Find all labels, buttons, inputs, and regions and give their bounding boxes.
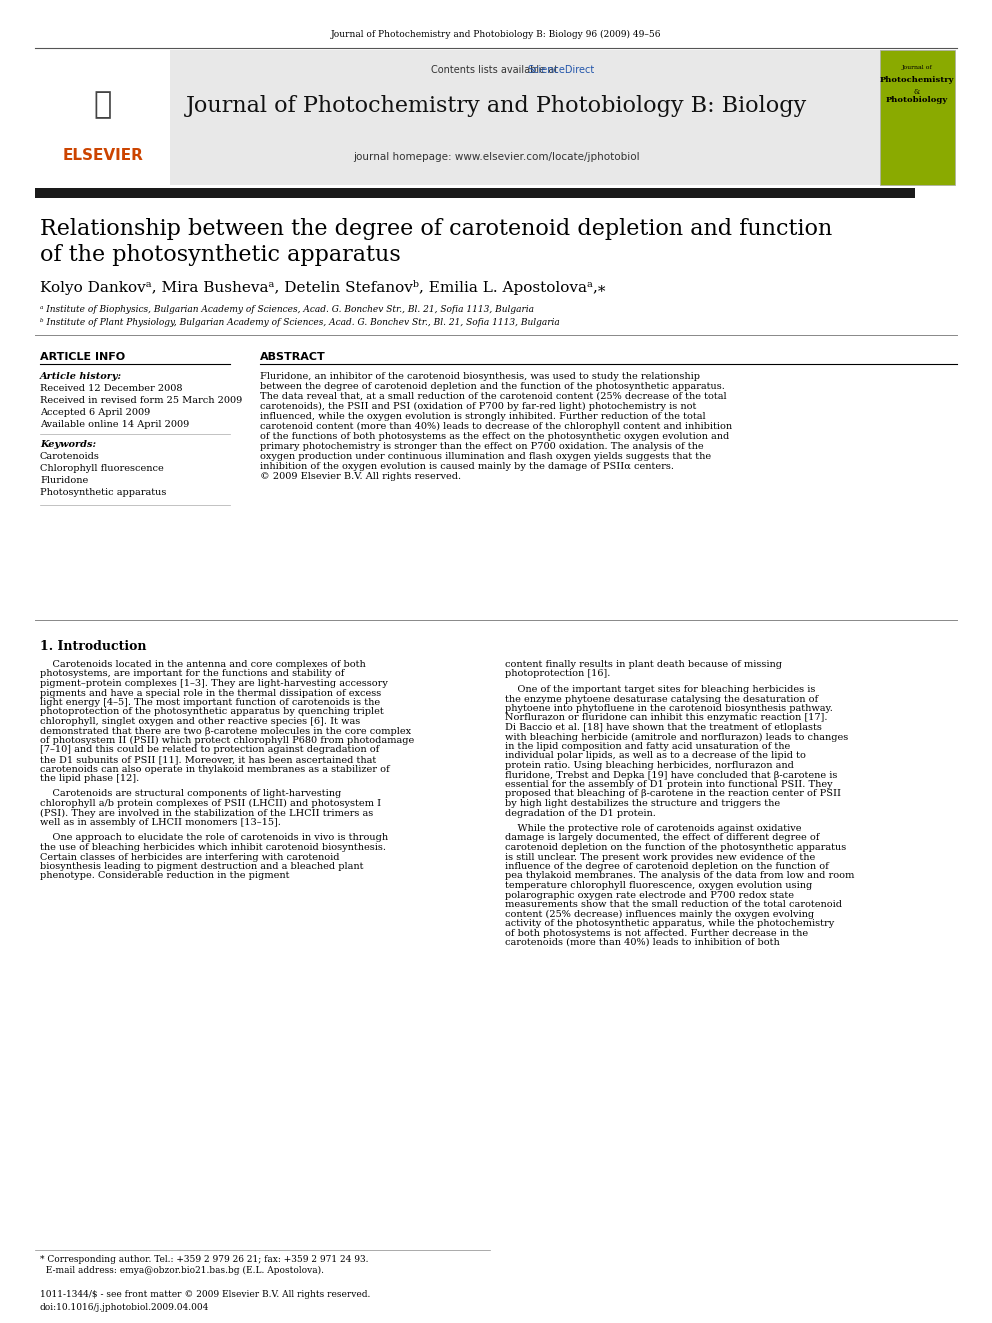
Text: biosynthesis leading to pigment destruction and a bleached plant: biosynthesis leading to pigment destruct… <box>40 863 363 871</box>
Text: degradation of the D1 protein.: degradation of the D1 protein. <box>505 808 656 818</box>
Text: oxygen production under continuous illumination and flash oxygen yields suggests: oxygen production under continuous illum… <box>260 452 711 460</box>
Text: of the photosynthetic apparatus: of the photosynthetic apparatus <box>40 243 401 266</box>
Text: demonstrated that there are two β-carotene molecules in the core complex: demonstrated that there are two β-carote… <box>40 726 411 736</box>
Text: essential for the assembly of D1 protein into functional PSII. They: essential for the assembly of D1 protein… <box>505 781 832 789</box>
Text: 🌳: 🌳 <box>94 90 112 119</box>
Text: Chlorophyll fluorescence: Chlorophyll fluorescence <box>40 464 164 474</box>
Text: proposed that bleaching of β-carotene in the reaction center of PSII: proposed that bleaching of β-carotene in… <box>505 790 841 799</box>
Text: fluridone, Trebst and Depka [19] have concluded that β-carotene is: fluridone, Trebst and Depka [19] have co… <box>505 770 837 779</box>
FancyBboxPatch shape <box>35 50 170 185</box>
Text: photoprotection of the photosynthetic apparatus by quenching triplet: photoprotection of the photosynthetic ap… <box>40 708 384 717</box>
FancyBboxPatch shape <box>880 50 955 185</box>
Text: Journal of Photochemistry and Photobiology B: Biology: Journal of Photochemistry and Photobiolo… <box>186 95 806 116</box>
Text: Certain classes of herbicides are interfering with carotenoid: Certain classes of herbicides are interf… <box>40 852 339 861</box>
Text: &: & <box>914 89 921 97</box>
Text: While the protective role of carotenoids against oxidative: While the protective role of carotenoids… <box>505 824 802 833</box>
Text: chlorophyll a/b protein complexes of PSII (LHCII) and photosystem I: chlorophyll a/b protein complexes of PSI… <box>40 799 381 808</box>
Text: the use of bleaching herbicides which inhibit carotenoid biosynthesis.: the use of bleaching herbicides which in… <box>40 843 386 852</box>
Text: Carotenoids are structural components of light-harvesting: Carotenoids are structural components of… <box>40 790 341 799</box>
Text: with bleaching herbicide (amitrole and norflurazon) leads to changes: with bleaching herbicide (amitrole and n… <box>505 733 848 742</box>
Text: Photosynthetic apparatus: Photosynthetic apparatus <box>40 488 167 497</box>
Text: measurements show that the small reduction of the total carotenoid: measurements show that the small reducti… <box>505 900 842 909</box>
Text: damage is largely documented, the effect of different degree of: damage is largely documented, the effect… <box>505 833 819 843</box>
Text: pigments and have a special role in the thermal dissipation of excess: pigments and have a special role in the … <box>40 688 381 697</box>
Text: content (25% decrease) influences mainly the oxygen evolving: content (25% decrease) influences mainly… <box>505 909 814 918</box>
Text: content finally results in plant death because of missing: content finally results in plant death b… <box>505 660 782 669</box>
Text: Accepted 6 April 2009: Accepted 6 April 2009 <box>40 407 150 417</box>
Text: the D1 subunits of PSII [11]. Moreover, it has been ascertained that: the D1 subunits of PSII [11]. Moreover, … <box>40 755 376 763</box>
Text: Contents lists available at: Contents lists available at <box>431 65 561 75</box>
Text: carotenoid content (more than 40%) leads to decrease of the chlorophyll content : carotenoid content (more than 40%) leads… <box>260 422 732 431</box>
Text: [7–10] and this could be related to protection against degradation of: [7–10] and this could be related to prot… <box>40 745 379 754</box>
Text: influence of the degree of carotenoid depletion on the function of: influence of the degree of carotenoid de… <box>505 863 828 871</box>
Text: One approach to elucidate the role of carotenoids in vivo is through: One approach to elucidate the role of ca… <box>40 833 388 843</box>
Text: between the degree of carotenoid depletion and the function of the photosyntheti: between the degree of carotenoid depleti… <box>260 382 725 392</box>
Text: of photosystem II (PSII) which protect chlorophyll P680 from photodamage: of photosystem II (PSII) which protect c… <box>40 736 415 745</box>
Text: carotenoid depletion on the function of the photosynthetic apparatus: carotenoid depletion on the function of … <box>505 843 846 852</box>
Text: Norflurazon or fluridone can inhibit this enzymatic reaction [17].: Norflurazon or fluridone can inhibit thi… <box>505 713 827 722</box>
Text: Photochemistry: Photochemistry <box>880 75 954 83</box>
Text: ᵃ Institute of Biophysics, Bulgarian Academy of Sciences, Acad. G. Bonchev Str.,: ᵃ Institute of Biophysics, Bulgarian Aca… <box>40 306 534 314</box>
Text: photosystems, are important for the functions and stability of: photosystems, are important for the func… <box>40 669 344 679</box>
Text: protein ratio. Using bleaching herbicides, norflurazon and: protein ratio. Using bleaching herbicide… <box>505 761 794 770</box>
Text: The data reveal that, at a small reduction of the carotenoid content (25% decrea: The data reveal that, at a small reducti… <box>260 392 726 401</box>
Text: Di Baccio et al. [18] have shown that the treatment of etloplasts: Di Baccio et al. [18] have shown that th… <box>505 722 822 732</box>
Text: Received in revised form 25 March 2009: Received in revised form 25 March 2009 <box>40 396 242 405</box>
Text: Journal of: Journal of <box>902 65 932 70</box>
Text: * Corresponding author. Tel.: +359 2 979 26 21; fax: +359 2 971 24 93.
  E-mail : * Corresponding author. Tel.: +359 2 979… <box>40 1256 368 1274</box>
Text: Carotenoids: Carotenoids <box>40 452 100 460</box>
Text: individual polar lipids, as well as to a decrease of the lipid to: individual polar lipids, as well as to a… <box>505 751 806 761</box>
Text: phytoene into phytofluene in the carotenoid biosynthesis pathway.: phytoene into phytofluene in the caroten… <box>505 704 833 713</box>
Text: the enzyme phytoene desaturase catalysing the desaturation of: the enzyme phytoene desaturase catalysin… <box>505 695 818 704</box>
Text: by high light destabilizes the structure and triggers the: by high light destabilizes the structure… <box>505 799 780 808</box>
Text: Relationship between the degree of carotenoid depletion and function: Relationship between the degree of carot… <box>40 218 832 239</box>
Text: One of the important target sites for bleaching herbicides is: One of the important target sites for bl… <box>505 685 815 695</box>
Text: © 2009 Elsevier B.V. All rights reserved.: © 2009 Elsevier B.V. All rights reserved… <box>260 472 461 482</box>
Text: Available online 14 April 2009: Available online 14 April 2009 <box>40 419 189 429</box>
Text: activity of the photosynthetic apparatus, while the photochemistry: activity of the photosynthetic apparatus… <box>505 919 834 927</box>
Text: ELSEVIER: ELSEVIER <box>62 148 144 163</box>
Text: Received 12 December 2008: Received 12 December 2008 <box>40 384 183 393</box>
FancyBboxPatch shape <box>35 50 915 185</box>
Text: 1. Introduction: 1. Introduction <box>40 640 147 654</box>
Text: temperature chlorophyll fluorescence, oxygen evolution using: temperature chlorophyll fluorescence, ox… <box>505 881 812 890</box>
Text: phenotype. Considerable reduction in the pigment: phenotype. Considerable reduction in the… <box>40 872 290 881</box>
Text: pea thylakoid membranes. The analysis of the data from low and room: pea thylakoid membranes. The analysis of… <box>505 872 854 881</box>
Text: carotenoids can also operate in thylakoid membranes as a stabilizer of: carotenoids can also operate in thylakoi… <box>40 765 390 774</box>
Text: journal homepage: www.elsevier.com/locate/jphotobiol: journal homepage: www.elsevier.com/locat… <box>353 152 639 161</box>
Text: Photobiology: Photobiology <box>886 97 948 105</box>
Text: carotenoids), the PSII and PSI (oxidation of P700 by far-red light) photochemist: carotenoids), the PSII and PSI (oxidatio… <box>260 402 696 411</box>
Text: Fluridone: Fluridone <box>40 476 88 486</box>
Text: in the lipid composition and fatty acid unsaturation of the: in the lipid composition and fatty acid … <box>505 742 791 751</box>
Text: the lipid phase [12].: the lipid phase [12]. <box>40 774 139 783</box>
Text: Fluridone, an inhibitor of the carotenoid biosynthesis, was used to study the re: Fluridone, an inhibitor of the carotenoi… <box>260 372 700 381</box>
Text: pigment–protein complexes [1–3]. They are light-harvesting accessory: pigment–protein complexes [1–3]. They ar… <box>40 679 388 688</box>
Text: Keywords:: Keywords: <box>40 441 96 448</box>
Text: polarographic oxygen rate electrode and P700 redox state: polarographic oxygen rate electrode and … <box>505 890 794 900</box>
Text: light energy [4–5]. The most important function of carotenoids is the: light energy [4–5]. The most important f… <box>40 699 380 706</box>
Text: Journal of Photochemistry and Photobiology B: Biology 96 (2009) 49–56: Journal of Photochemistry and Photobiolo… <box>330 30 662 40</box>
Text: carotenoids (more than 40%) leads to inhibition of both: carotenoids (more than 40%) leads to inh… <box>505 938 780 947</box>
Text: Article history:: Article history: <box>40 372 122 381</box>
Text: primary photochemistry is stronger than the effect on P700 oxidation. The analys: primary photochemistry is stronger than … <box>260 442 703 451</box>
Text: ᵇ Institute of Plant Physiology, Bulgarian Academy of Sciences, Acad. G. Bonchev: ᵇ Institute of Plant Physiology, Bulgari… <box>40 318 559 327</box>
Text: inhibition of the oxygen evolution is caused mainly by the damage of PSIIα cente: inhibition of the oxygen evolution is ca… <box>260 462 674 471</box>
Text: doi:10.1016/j.jphotobiol.2009.04.004: doi:10.1016/j.jphotobiol.2009.04.004 <box>40 1303 209 1312</box>
Text: influenced, while the oxygen evolution is strongly inhibited. Further reduction : influenced, while the oxygen evolution i… <box>260 411 705 421</box>
Text: (PSI). They are involved in the stabilization of the LHCII trimers as: (PSI). They are involved in the stabiliz… <box>40 808 373 818</box>
Text: ABSTRACT: ABSTRACT <box>260 352 325 363</box>
Text: of the functions of both photosystems as the effect on the photosynthetic oxygen: of the functions of both photosystems as… <box>260 433 729 441</box>
Text: ScienceDirect: ScienceDirect <box>527 65 594 75</box>
Text: 1011-1344/$ - see front matter © 2009 Elsevier B.V. All rights reserved.: 1011-1344/$ - see front matter © 2009 El… <box>40 1290 370 1299</box>
Text: is still unclear. The present work provides new evidence of the: is still unclear. The present work provi… <box>505 852 815 861</box>
Text: Kolyo Dankovᵃ, Mira Bushevaᵃ, Detelin Stefanovᵇ, Emilia L. Apostolovaᵃ,⁎: Kolyo Dankovᵃ, Mira Bushevaᵃ, Detelin St… <box>40 280 605 295</box>
Text: chlorophyll, singlet oxygen and other reactive species [6]. It was: chlorophyll, singlet oxygen and other re… <box>40 717 360 726</box>
Text: Carotenoids located in the antenna and core complexes of both: Carotenoids located in the antenna and c… <box>40 660 366 669</box>
FancyBboxPatch shape <box>35 188 915 198</box>
Text: photoprotection [16].: photoprotection [16]. <box>505 669 610 679</box>
Text: well as in assembly of LHCII monomers [13–15].: well as in assembly of LHCII monomers [1… <box>40 818 281 827</box>
Text: of both photosystems is not affected. Further decrease in the: of both photosystems is not affected. Fu… <box>505 929 808 938</box>
Text: ARTICLE INFO: ARTICLE INFO <box>40 352 125 363</box>
